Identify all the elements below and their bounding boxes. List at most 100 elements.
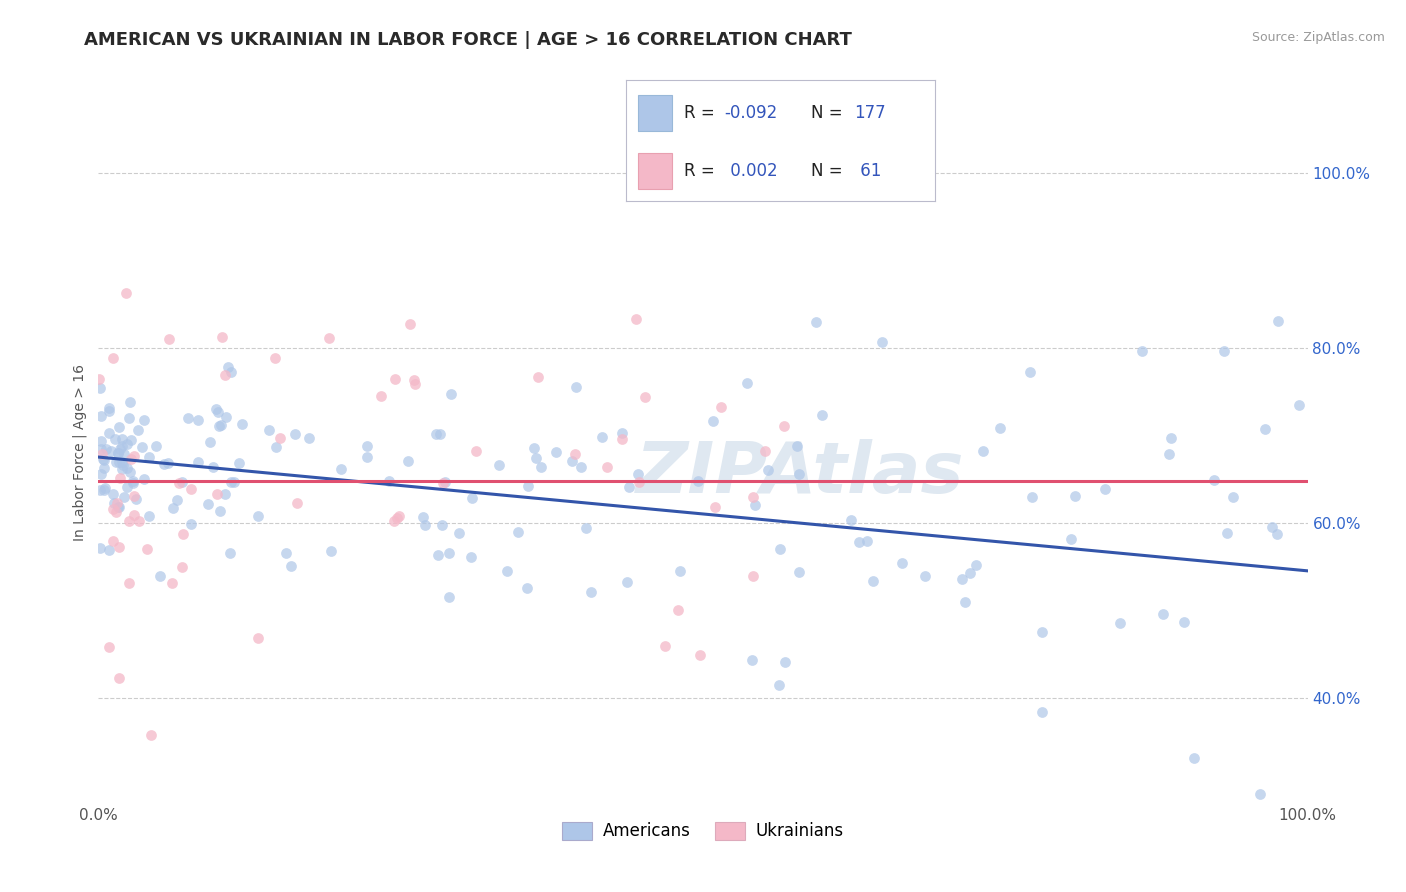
Point xyxy=(108,500,131,515)
Point xyxy=(425,427,447,442)
Point xyxy=(93,461,115,475)
Text: AMERICAN VS UKRAINIAN IN LABOR FORCE | AGE > 16 CORRELATION CHART: AMERICAN VS UKRAINIAN IN LABOR FORCE | A… xyxy=(84,31,852,49)
Point xyxy=(440,387,463,401)
Point xyxy=(596,459,619,474)
Point xyxy=(318,331,340,345)
Point xyxy=(787,467,810,481)
Point xyxy=(569,459,592,474)
Point xyxy=(385,511,408,525)
Point xyxy=(198,434,221,449)
Point xyxy=(412,510,434,524)
Point xyxy=(280,558,302,573)
Point xyxy=(1215,525,1237,540)
Point xyxy=(579,585,602,599)
Point xyxy=(111,458,134,472)
Point xyxy=(439,590,461,604)
Point xyxy=(848,534,870,549)
Text: 177: 177 xyxy=(855,103,886,122)
Y-axis label: In Labor Force | Age > 16: In Labor Force | Age > 16 xyxy=(73,364,87,541)
Point xyxy=(180,482,202,496)
Point xyxy=(321,543,343,558)
Point xyxy=(1130,343,1153,358)
Text: 61: 61 xyxy=(855,161,882,179)
Point xyxy=(1249,787,1271,801)
Point xyxy=(166,492,188,507)
Point xyxy=(125,491,148,506)
Point xyxy=(955,595,977,609)
Point xyxy=(524,451,547,466)
Point xyxy=(804,315,827,329)
Point xyxy=(247,632,270,646)
Point xyxy=(756,463,779,477)
Point xyxy=(128,515,150,529)
Point xyxy=(214,368,236,383)
Point xyxy=(1094,482,1116,496)
Point xyxy=(1019,365,1042,379)
Point xyxy=(988,421,1011,435)
Point xyxy=(211,329,233,343)
Point xyxy=(157,332,180,346)
Point xyxy=(285,495,308,509)
Point xyxy=(754,444,776,458)
Point xyxy=(89,483,111,497)
Point xyxy=(616,575,638,590)
Point xyxy=(100,444,122,458)
Point xyxy=(93,483,115,497)
Point xyxy=(103,534,125,549)
Point xyxy=(90,442,112,456)
Point xyxy=(356,450,378,465)
Point xyxy=(1063,489,1085,503)
Point xyxy=(1261,519,1284,533)
Point xyxy=(1173,615,1195,629)
Point xyxy=(523,441,546,455)
Point xyxy=(120,395,142,409)
Point xyxy=(628,475,651,490)
Point xyxy=(298,431,321,445)
Point xyxy=(103,433,125,447)
Point xyxy=(98,401,121,415)
Point xyxy=(1267,313,1289,327)
Point xyxy=(787,565,810,579)
Point xyxy=(704,500,727,514)
Point xyxy=(90,467,112,481)
Point xyxy=(91,447,114,461)
Point xyxy=(565,380,588,394)
Point xyxy=(103,501,125,516)
Point xyxy=(115,480,138,494)
Point xyxy=(89,541,111,556)
Point xyxy=(122,450,145,464)
Point xyxy=(627,467,650,481)
Point xyxy=(1213,343,1236,358)
Point xyxy=(122,508,145,522)
Point xyxy=(1021,490,1043,504)
Point xyxy=(284,426,307,441)
Point xyxy=(98,542,121,557)
Point xyxy=(172,526,194,541)
Point xyxy=(688,474,710,488)
Point xyxy=(91,451,114,466)
Point xyxy=(122,475,145,490)
Point xyxy=(370,389,392,403)
Point xyxy=(153,457,176,471)
Point xyxy=(742,569,765,583)
Point xyxy=(264,440,287,454)
Point xyxy=(145,439,167,453)
Point xyxy=(118,515,141,529)
Point xyxy=(378,474,401,488)
Point xyxy=(1031,705,1053,719)
Point xyxy=(132,413,155,427)
Point xyxy=(177,411,200,425)
Point xyxy=(741,653,763,667)
Point xyxy=(506,524,529,539)
Point xyxy=(890,557,912,571)
Point xyxy=(101,486,124,500)
Point xyxy=(118,575,141,590)
Point xyxy=(138,509,160,524)
Point xyxy=(384,371,406,385)
Point xyxy=(201,459,224,474)
Point xyxy=(104,455,127,469)
Point xyxy=(399,317,422,331)
Point xyxy=(160,576,183,591)
Point xyxy=(208,419,231,434)
Point xyxy=(97,404,120,418)
